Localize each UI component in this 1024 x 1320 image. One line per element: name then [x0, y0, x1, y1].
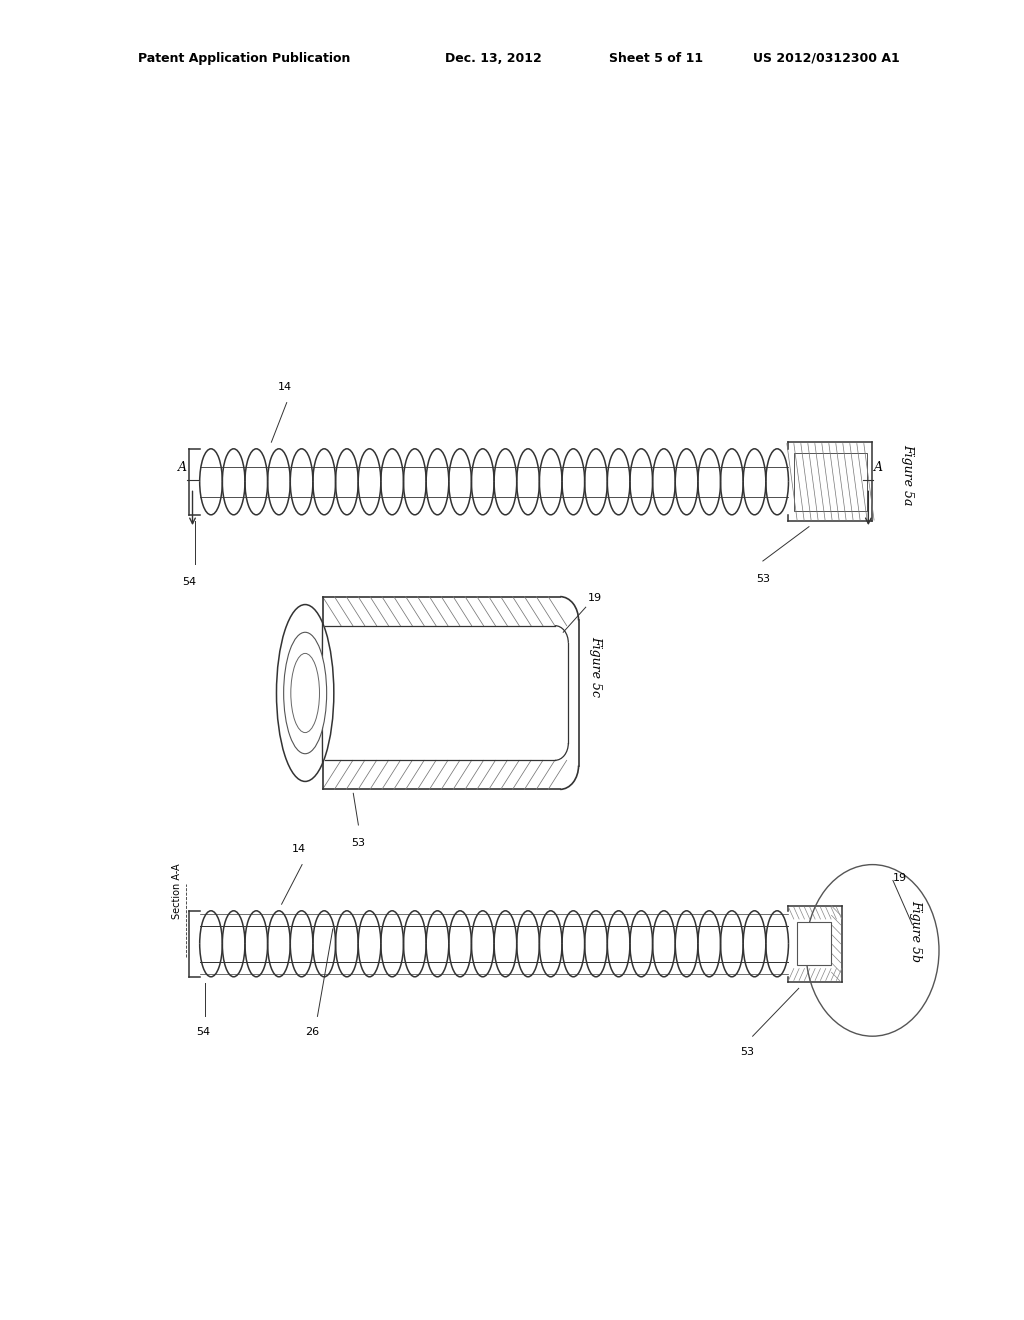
Ellipse shape	[284, 632, 327, 754]
Text: 53: 53	[351, 838, 366, 849]
Text: 53: 53	[756, 574, 770, 585]
Text: 54: 54	[196, 1027, 210, 1038]
Text: Figure 5b: Figure 5b	[909, 900, 923, 961]
Text: A: A	[178, 461, 186, 474]
Text: 54: 54	[182, 577, 197, 587]
Text: 14: 14	[278, 381, 292, 392]
Ellipse shape	[291, 653, 319, 733]
Text: 26: 26	[305, 1027, 319, 1038]
Text: 14: 14	[292, 843, 306, 854]
Text: A: A	[874, 461, 883, 474]
Bar	[797, 923, 831, 965]
Text: Patent Application Publication: Patent Application Publication	[138, 51, 350, 65]
Ellipse shape	[276, 605, 334, 781]
Text: US 2012/0312300 A1: US 2012/0312300 A1	[753, 51, 899, 65]
Text: 19: 19	[893, 873, 907, 883]
Text: Section A-A: Section A-A	[172, 863, 182, 919]
Text: 53: 53	[740, 1047, 755, 1057]
Bar	[794, 453, 867, 511]
Text: Sheet 5 of 11: Sheet 5 of 11	[609, 51, 703, 65]
Text: Figure 5a: Figure 5a	[901, 445, 914, 506]
Text: 19: 19	[588, 593, 602, 603]
Text: Dec. 13, 2012: Dec. 13, 2012	[445, 51, 542, 65]
Text: Figure 5c: Figure 5c	[589, 636, 602, 697]
